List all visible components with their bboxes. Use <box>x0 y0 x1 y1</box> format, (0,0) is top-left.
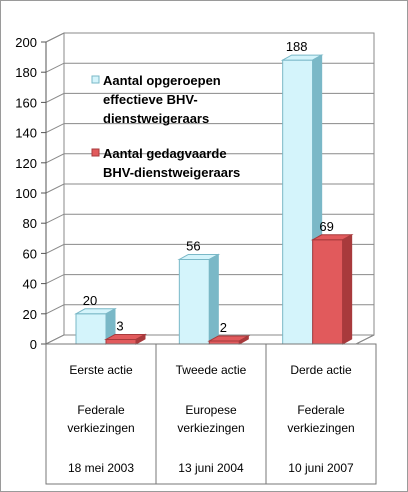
legend-label: BHV-dienstweigeraars <box>103 165 240 180</box>
legend-swatch <box>91 148 100 157</box>
bar-side <box>342 233 353 345</box>
bar-side <box>238 335 249 345</box>
data-label: 2 <box>220 320 227 335</box>
data-label: 56 <box>186 238 200 253</box>
gridline <box>45 153 374 164</box>
category-election: verkiezingen <box>287 421 354 435</box>
category-label: Derde actie <box>290 363 352 377</box>
data-label: 3 <box>116 318 123 333</box>
bar-side <box>135 333 146 345</box>
y-tick-label: 140 <box>15 126 37 141</box>
legend-label: Aantal opgeroepen <box>103 73 221 88</box>
category-table <box>45 343 377 485</box>
y-tick-label: 60 <box>23 246 37 261</box>
bar <box>178 258 210 345</box>
legend-label: Aantal gedagvaarde <box>103 146 227 161</box>
y-tick-label: 180 <box>15 65 37 80</box>
floor-edge <box>355 334 375 345</box>
gridline <box>45 183 374 194</box>
bar <box>312 239 344 345</box>
category-date: 10 juni 2007 <box>288 461 354 475</box>
gridline <box>45 123 374 134</box>
legend-label: dienstweigeraars <box>103 111 209 126</box>
y-tick-label: 100 <box>15 186 37 201</box>
bar <box>75 313 107 345</box>
gridline <box>45 213 374 224</box>
bar <box>105 338 137 345</box>
gridline <box>45 274 374 285</box>
bar-side <box>208 253 219 345</box>
category-election: Federale <box>297 403 345 417</box>
category-label: Tweede actie <box>176 363 247 377</box>
gridline <box>45 32 374 43</box>
category-date: 13 juni 2004 <box>178 461 244 475</box>
legend-label: effectieve BHV- <box>103 92 198 107</box>
gridline <box>45 243 374 254</box>
legend-swatch <box>91 75 100 84</box>
category-election: verkiezingen <box>177 421 244 435</box>
gridline <box>45 92 374 103</box>
category-election: Federale <box>77 403 125 417</box>
data-label: 69 <box>319 219 333 234</box>
y-tick-label: 160 <box>15 95 37 110</box>
category-label: Eerste actie <box>69 363 133 377</box>
y-tick-label: 40 <box>23 277 37 292</box>
category-election: Europese <box>185 403 237 417</box>
y-tick-label: 80 <box>23 216 37 231</box>
y-tick-label: 200 <box>15 35 37 50</box>
bar <box>282 59 314 345</box>
y-tick-label: 120 <box>15 156 37 171</box>
gridline <box>45 62 374 73</box>
data-label: 188 <box>286 39 308 54</box>
data-label: 20 <box>83 293 97 308</box>
y-tick-label: 20 <box>23 307 37 322</box>
category-election: verkiezingen <box>67 421 134 435</box>
y-tick-label: 0 <box>30 337 37 352</box>
gridline <box>45 304 374 315</box>
category-date: 18 mei 2003 <box>68 461 134 475</box>
